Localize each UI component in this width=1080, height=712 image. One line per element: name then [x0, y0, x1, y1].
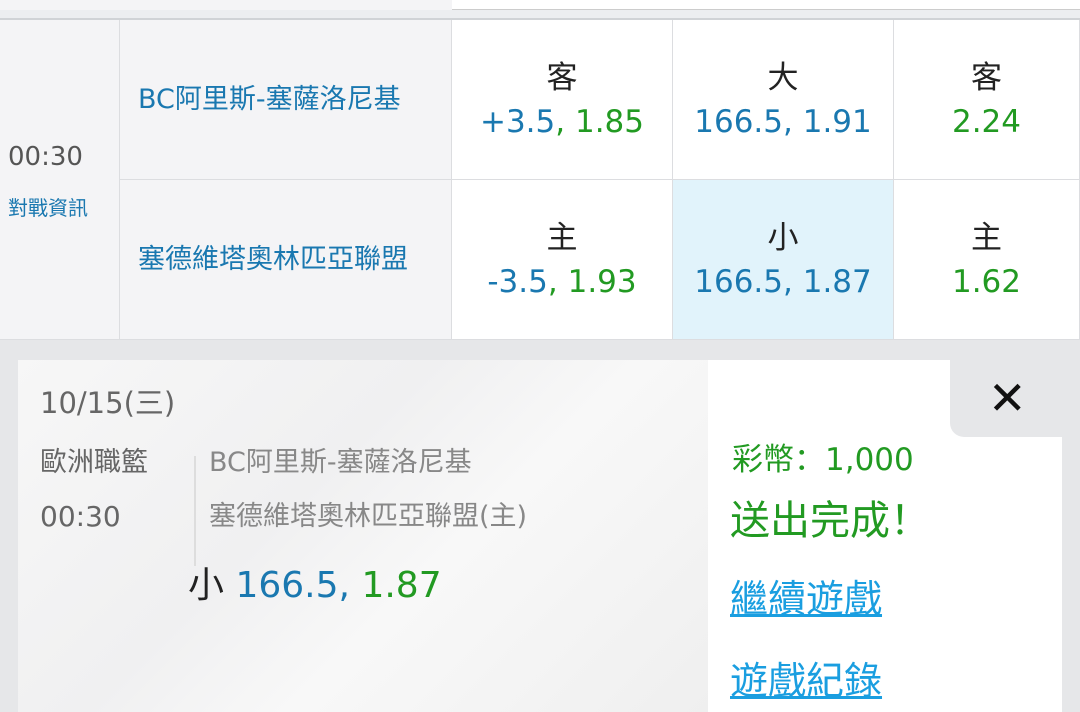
odds-price: 2.24	[951, 103, 1022, 140]
match-time: 00:30	[8, 142, 83, 172]
odds-price: 1.85	[574, 103, 645, 140]
odds-price: 1.91	[802, 103, 872, 140]
odds-price: 1.87	[802, 263, 872, 300]
away-handicap-odds[interactable]: 客 +3.5, 1.85	[452, 20, 673, 180]
bet-pick: 小 166.5, 1.87	[188, 556, 442, 608]
odds-label: 客	[971, 59, 1002, 96]
odds-label: 客	[546, 59, 578, 96]
coins-balance: 彩幣：1,000	[732, 442, 914, 478]
odds-line: -3.5	[487, 263, 548, 300]
odds-label: 小	[767, 219, 799, 256]
bet-date: 10/15(三)	[40, 386, 176, 420]
bet-result-panel: ✕ 彩幣：1,000 送出完成！ 繼續遊戲 遊戲紀錄	[708, 360, 1062, 712]
pick-line: 166.5,	[235, 565, 350, 606]
away-team: BC阿里斯-塞薩洛尼基	[120, 20, 452, 180]
odds-label: 主	[546, 219, 578, 256]
continue-game-link[interactable]: 繼續遊戲	[730, 577, 883, 621]
home-handicap-odds[interactable]: 主 -3.5, 1.93	[452, 180, 673, 340]
bet-slip-card: 10/15(三) 歐洲職籃 00:30 BC阿里斯-塞薩洛尼基 塞德維塔奧林匹亞…	[18, 360, 708, 712]
game-history-link[interactable]: 遊戲紀錄	[730, 659, 883, 703]
row-separator	[0, 10, 1080, 20]
home-team-name: 塞德維塔奧林匹亞聯盟	[138, 243, 408, 275]
pick-odds: 1.87	[361, 565, 442, 606]
prev-row-odds	[452, 0, 1080, 10]
odds-price: 1.93	[567, 263, 637, 300]
odds-line: +3.5	[479, 103, 556, 140]
home-moneyline-odds[interactable]: 主 1.62	[894, 180, 1080, 340]
close-icon[interactable]: ✕	[988, 371, 1027, 425]
divider	[194, 456, 196, 566]
away-moneyline-odds[interactable]: 客 2.24	[894, 20, 1080, 180]
submit-status: 送出完成！	[730, 498, 930, 544]
pick-label: 小	[188, 565, 225, 606]
under-total-odds-selected[interactable]: 小 166.5, 1.87	[673, 180, 894, 340]
odds-line: 166.5	[694, 103, 783, 140]
odds-price: 1.62	[951, 263, 1022, 300]
bet-time: 00:30	[40, 500, 121, 533]
bet-league: 歐洲職籃	[40, 447, 148, 478]
bet-team2: 塞德維塔奧林匹亞聯盟(主)	[209, 501, 528, 532]
away-team-name: BC阿里斯-塞薩洛尼基	[138, 83, 401, 115]
close-tab	[950, 360, 1062, 437]
bet-team1: BC阿里斯-塞薩洛尼基	[209, 447, 472, 478]
odds-line: 166.5	[694, 263, 783, 300]
prev-row	[0, 0, 452, 10]
odds-label: 大	[767, 59, 799, 96]
home-team: 塞德維塔奧林匹亞聯盟	[120, 180, 452, 340]
match-info-link[interactable]: 對戰資訊	[8, 196, 88, 220]
over-total-odds[interactable]: 大 166.5, 1.91	[673, 20, 894, 180]
odds-label: 主	[971, 219, 1002, 256]
match-time-cell: 00:30 對戰資訊	[0, 20, 120, 340]
